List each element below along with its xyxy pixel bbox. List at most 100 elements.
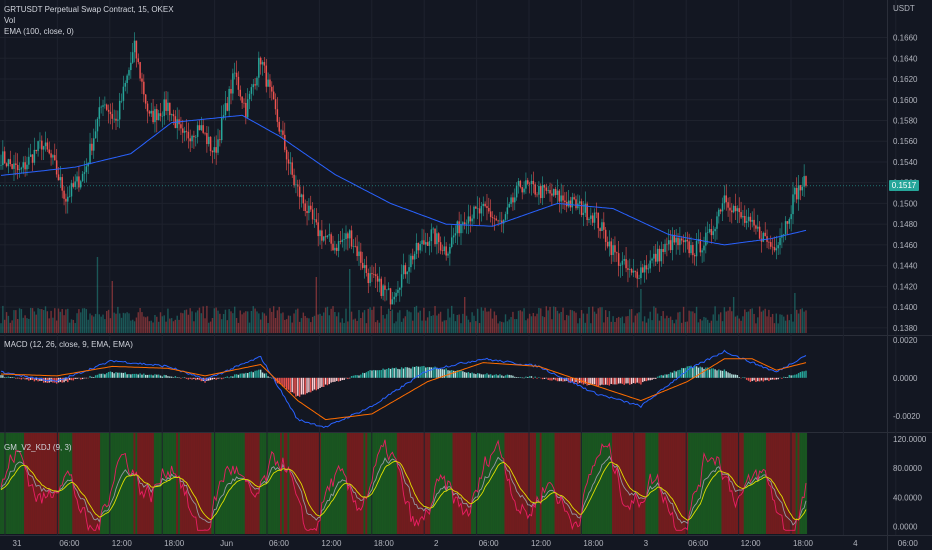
macd-hist-bar [473, 373, 475, 378]
time-axis[interactable]: 31 06:00 12:00 18:00 Jun 06:00 12:00 18:00 2 06:0… [13, 539, 919, 548]
macd-hist-bar [131, 373, 134, 378]
macd-hist-bar [478, 373, 481, 378]
candle-body [135, 40, 138, 59]
volume-bar [579, 318, 581, 333]
candle-body [584, 203, 587, 213]
kdj-band [658, 433, 661, 534]
volume-bar [18, 308, 21, 333]
kdj-band [710, 433, 713, 534]
volume-legend[interactable]: Vol [4, 16, 16, 25]
macd-hist-bar [350, 375, 353, 378]
candle-body [725, 195, 727, 203]
price-tick-label: 0.1440 [893, 262, 918, 271]
macd-hist-bar [7, 376, 10, 378]
volume-bar [714, 306, 716, 333]
kdj-band [625, 433, 628, 534]
kdj-band [307, 433, 310, 534]
kdj-band [484, 433, 487, 534]
kdj-band [38, 433, 42, 534]
kdj-band [433, 433, 437, 534]
macd-hist-bar [363, 373, 366, 378]
kdj-band [432, 433, 435, 534]
macd-hist-bar [139, 373, 141, 378]
kdj-band [14, 433, 17, 534]
kdj-band [317, 433, 320, 534]
ema-legend[interactable]: EMA (100, close, 0) [4, 27, 74, 36]
candle-body [91, 143, 93, 151]
time-tick-label: 12:00 [531, 539, 552, 548]
kdj-band [205, 433, 208, 534]
macd-hist-bar [486, 373, 488, 378]
candle-body [196, 125, 199, 137]
macd-hist-bar [410, 368, 412, 378]
kdj-band [689, 433, 693, 534]
candle-body [46, 142, 49, 150]
candle-body [102, 105, 104, 107]
candle-body [41, 140, 43, 150]
candle-body [378, 278, 381, 282]
macd-hist-bar [317, 377, 319, 390]
macd-hist-bar [779, 377, 781, 379]
candle-body [591, 215, 594, 223]
candle-body [319, 230, 321, 237]
macd-hist-bar [235, 374, 238, 378]
volume-bar [489, 308, 492, 333]
volume-bar [783, 316, 785, 333]
volume-bar [632, 322, 635, 333]
macd-hist-bar [686, 366, 688, 378]
kdj-band [708, 433, 711, 534]
volume-bar [265, 315, 267, 333]
volume-bar [688, 310, 690, 333]
volume-bar [757, 317, 759, 333]
volume-bar [614, 322, 616, 333]
kdj-band [725, 433, 728, 534]
candle-body [636, 271, 638, 279]
volume-bar [317, 314, 319, 333]
volume-bar [534, 316, 536, 333]
currency-label: USDT [893, 4, 915, 13]
macd-legend[interactable]: MACD (12, 26, close, 9, EMA, EMA) [4, 339, 133, 350]
candle-body [180, 124, 182, 129]
candle-body [527, 180, 529, 184]
kdj-legend[interactable]: GM_V2_KDJ (9, 3) [4, 442, 72, 453]
kdj-band [420, 433, 424, 534]
candle-body [456, 221, 459, 234]
candle-body [343, 239, 345, 240]
candle-body [653, 253, 655, 259]
macd-hist-bar [556, 377, 559, 382]
candle-body [219, 139, 221, 141]
price-axis[interactable]: 0.16600.16400.16200.16000.15800.15600.15… [893, 34, 927, 532]
macd-hist-bar [337, 377, 340, 382]
candle-body [445, 246, 447, 256]
candle-body [569, 200, 572, 208]
candle-body [773, 247, 776, 251]
volume-bar [786, 314, 789, 333]
macd-hist-bar [760, 377, 763, 381]
kdj-band [37, 433, 40, 534]
kdj-band [174, 433, 177, 534]
kdj-band [215, 433, 218, 534]
grid-lines [0, 0, 897, 535]
volume-bar [246, 311, 249, 333]
candle-body [98, 107, 101, 119]
time-tick-label: 06:00 [479, 539, 500, 548]
symbol-title[interactable]: GRTUSDT Perpetual Swap Contract, 15, OKE… [4, 5, 174, 14]
macd-hist-bar [311, 377, 314, 391]
kdj-band [177, 433, 181, 534]
volume-bar [61, 309, 63, 333]
kdj-band [458, 433, 461, 534]
macd-hist-bar [436, 367, 438, 378]
kdj-band [96, 433, 99, 534]
candle-body [623, 259, 625, 261]
kdj-band [183, 433, 186, 534]
candle-body [332, 243, 334, 251]
candle-body [690, 245, 692, 254]
macd-hist-bar [738, 377, 740, 378]
volume-bar [399, 310, 401, 333]
kdj-band [615, 433, 618, 534]
kdj-band [51, 433, 55, 534]
candle-body [757, 226, 759, 229]
macd-hist-bar [345, 377, 347, 379]
candle-body [458, 221, 460, 234]
